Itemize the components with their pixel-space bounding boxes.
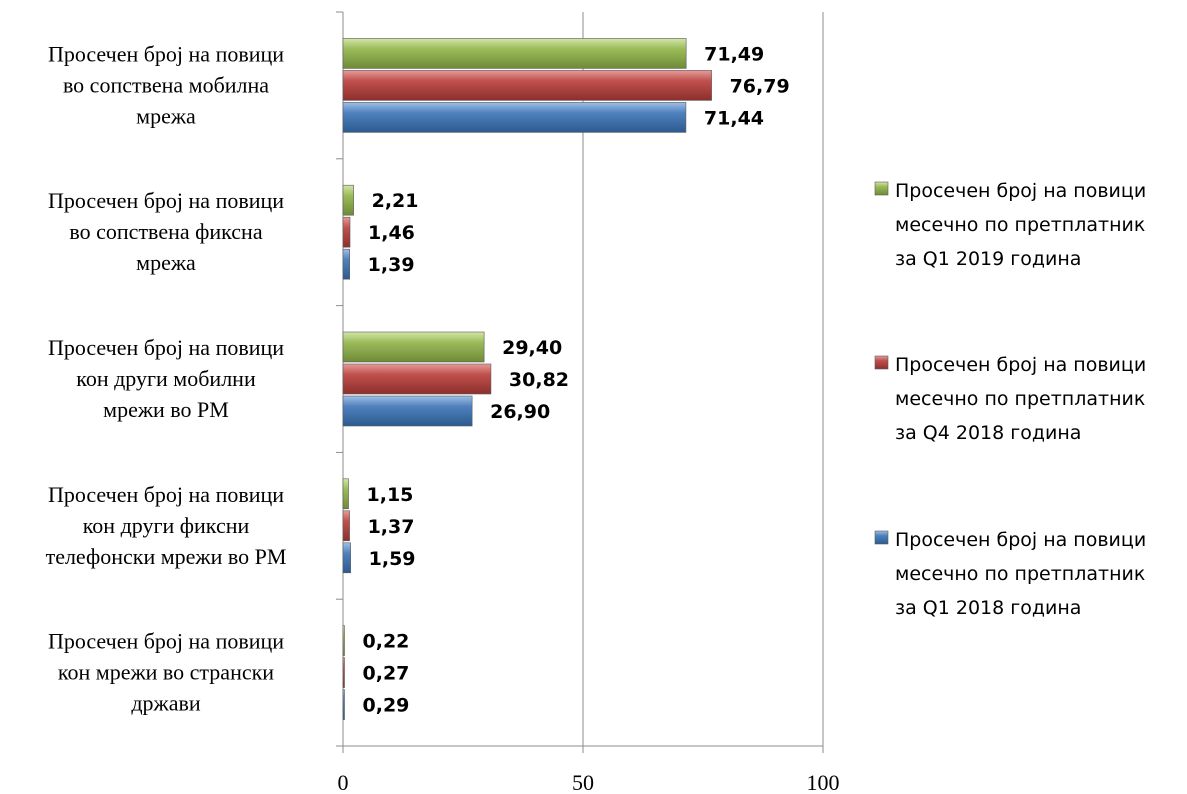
data-label: 0,29 xyxy=(363,695,410,717)
legend: Просечен број на повици месечно по претпл… xyxy=(874,180,1146,619)
bar xyxy=(342,331,485,363)
tick-labels: 0 50 100 xyxy=(338,770,840,794)
bar xyxy=(342,395,473,427)
data-label: 26,90 xyxy=(490,401,550,423)
legend-label: месечно по претплатник xyxy=(895,388,1145,410)
gridlines xyxy=(582,12,824,746)
data-label: 76,79 xyxy=(730,75,790,97)
bar xyxy=(342,478,349,510)
category-label: Просечен број на повици xyxy=(48,629,284,654)
data-label: 1,15 xyxy=(367,484,414,506)
category-label: во сопствена фиксна xyxy=(69,219,262,244)
data-label: 29,40 xyxy=(502,337,562,359)
data-label: 30,82 xyxy=(509,369,569,391)
legend-swatch xyxy=(874,355,889,370)
data-label: 0,27 xyxy=(363,663,410,685)
bar xyxy=(342,542,351,574)
legend-label: месечно по претплатник xyxy=(895,563,1145,585)
legend-label: за Q1 2019 година xyxy=(895,248,1081,270)
data-label: 1,37 xyxy=(368,516,415,538)
category-labels: Просечен број на повици во сопствена моби… xyxy=(46,41,287,715)
category-label: Просечен број на повици xyxy=(48,188,284,213)
category-label: Просечен број на повици xyxy=(48,482,284,507)
legend-swatch xyxy=(874,530,889,545)
category-label: држави xyxy=(131,691,201,716)
data-label: 2,21 xyxy=(372,190,419,212)
bar xyxy=(342,625,345,656)
category-label: кон мрежи во странски xyxy=(58,660,274,685)
category-label: телефонски мрежи во РМ xyxy=(46,544,287,569)
bar xyxy=(342,657,345,688)
legend-label: Просечен број на повици xyxy=(895,354,1146,376)
data-label: 71,44 xyxy=(704,107,764,129)
bar xyxy=(342,70,712,101)
legend-label: Просечен број на повици xyxy=(895,180,1146,202)
legend-label: месечно по претплатник xyxy=(895,214,1145,236)
data-label: 1,59 xyxy=(369,548,416,570)
bar xyxy=(342,216,351,248)
category-label: мрежа xyxy=(136,103,196,128)
bar xyxy=(342,689,345,720)
data-label: 1,39 xyxy=(368,254,415,276)
category-label: кон други фиксни xyxy=(83,513,250,538)
legend-label: за Q4 2018 година xyxy=(895,422,1081,444)
x-tick-label: 0 xyxy=(338,770,349,794)
data-label: 1,46 xyxy=(368,222,415,244)
category-label: Просечен број на повици xyxy=(48,41,284,66)
legend-label: Просечен број на повици xyxy=(895,529,1146,551)
category-label: кон други мобилни xyxy=(76,366,256,391)
category-label: мрежа xyxy=(136,250,196,275)
data-label: 71,49 xyxy=(704,43,764,65)
category-label: мрежи во РМ xyxy=(103,397,229,422)
category-label: Просечен број на повици xyxy=(48,335,284,360)
data-label: 0,22 xyxy=(363,631,410,653)
x-tick-label: 100 xyxy=(807,770,840,794)
legend-swatch xyxy=(874,181,889,196)
bar xyxy=(342,102,687,133)
category-label: во сопствена мобилна xyxy=(63,72,269,97)
legend-label: за Q1 2018 година xyxy=(895,597,1081,619)
bar xyxy=(342,363,492,395)
bar xyxy=(342,510,350,542)
data-labels: 71,49 76,79 71,44 2,21 1,46 1,39 29,40 30,82 26,… xyxy=(363,43,790,716)
bar xyxy=(342,38,687,69)
x-tick-label: 50 xyxy=(572,770,594,794)
bar xyxy=(342,248,350,280)
bars xyxy=(342,38,712,720)
bar xyxy=(342,184,354,216)
